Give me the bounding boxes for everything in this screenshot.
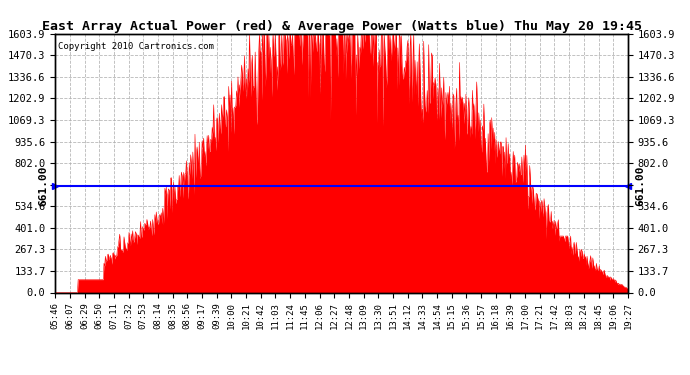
Title: East Array Actual Power (red) & Average Power (Watts blue) Thu May 20 19:45: East Array Actual Power (red) & Average … bbox=[41, 20, 642, 33]
Text: 661.00: 661.00 bbox=[39, 166, 48, 206]
Text: Copyright 2010 Cartronics.com: Copyright 2010 Cartronics.com bbox=[58, 42, 214, 51]
Text: 661.00: 661.00 bbox=[635, 166, 644, 206]
